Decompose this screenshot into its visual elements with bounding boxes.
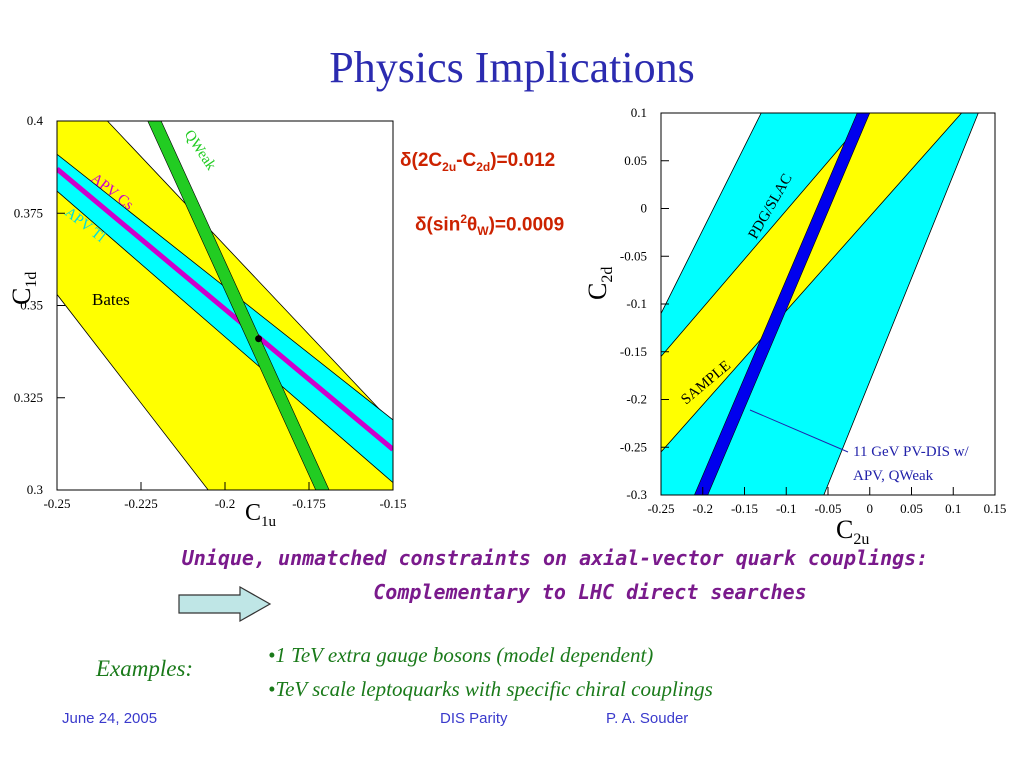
x-tick-label: -0.25	[43, 496, 70, 511]
x-tick-label: 0.05	[900, 501, 923, 516]
right-arrow-icon	[178, 585, 272, 623]
x-tick-label: -0.225	[124, 496, 158, 511]
y-tick-label: 0.3	[27, 482, 43, 497]
y-tick-label: 0.05	[624, 153, 647, 168]
y-tick-label: -0.25	[620, 439, 647, 454]
svg-text:C1d: C1d	[7, 272, 40, 305]
x-tick-label: -0.05	[814, 501, 841, 516]
example-item: •TeV scale leptoquarks with specific chi…	[268, 677, 713, 701]
y-tick-label: -0.1	[626, 296, 647, 311]
right-xlabel: C2u	[836, 515, 869, 548]
examples-label: Examples:	[96, 656, 194, 681]
y-tick-label: 0.1	[631, 105, 647, 120]
y-tick-label: 0.375	[14, 205, 43, 220]
footer-author: P. A. Souder	[606, 710, 689, 727]
left-xlabel: C1u	[245, 500, 277, 530]
x-tick-label: -0.175	[292, 496, 326, 511]
standard-model-point	[255, 335, 263, 343]
pv-dis-band	[694, 113, 871, 495]
formula-c2u-c2d: δ(2C2u-C2d)=0.012	[400, 150, 556, 174]
sample-band	[661, 113, 963, 453]
statement-line-2: Complementary to LHC direct searches	[373, 580, 807, 604]
right-ylabel: C2d	[583, 267, 616, 300]
example-item: •1 TeV extra gauge bosons (model depende…	[268, 643, 654, 667]
slide-title: Physics Implications	[329, 43, 695, 92]
x-tick-label: 0	[867, 501, 874, 516]
svg-text:C2d: C2d	[583, 267, 616, 300]
footer-title: DIS Parity	[440, 710, 508, 727]
x-tick-label: -0.2	[215, 496, 236, 511]
x-tick-label: 0.15	[984, 501, 1007, 516]
footer-date: June 24, 2005	[62, 710, 158, 727]
y-tick-label: 0.35	[20, 298, 43, 313]
y-tick-label: -0.15	[620, 344, 647, 359]
x-tick-label: 0.1	[945, 501, 961, 516]
y-tick-label: 0	[641, 201, 648, 216]
x-tick-label: -0.15	[731, 501, 758, 516]
y-tick-label: -0.2	[626, 392, 647, 407]
x-tick-label: -0.2	[692, 501, 713, 516]
x-tick-label: -0.1	[776, 501, 797, 516]
left-label-qweak: QWeak	[181, 127, 219, 173]
y-tick-label: -0.05	[620, 248, 647, 263]
y-tick-label: 0.325	[14, 390, 43, 405]
apv-cs-line	[57, 167, 393, 452]
annotation-line1: 11 GeV PV-DIS w/	[853, 444, 970, 460]
qweak-band	[147, 121, 330, 490]
annotation-pointer	[749, 409, 849, 453]
y-tick-label: 0.4	[27, 113, 44, 128]
y-tick-label: -0.3	[626, 487, 647, 502]
annotation-line2: APV, QWeak	[853, 468, 934, 484]
x-tick-label: -0.25	[647, 501, 674, 516]
statement-line-1: Unique, unmatched constraints on axial-v…	[181, 546, 929, 570]
x-tick-label: -0.15	[379, 496, 406, 511]
left-label-bates: Bates	[92, 290, 130, 309]
left-ylabel: C1d	[7, 272, 40, 305]
formula-sin2theta: δ(sin2θW)=0.0009	[415, 212, 565, 239]
